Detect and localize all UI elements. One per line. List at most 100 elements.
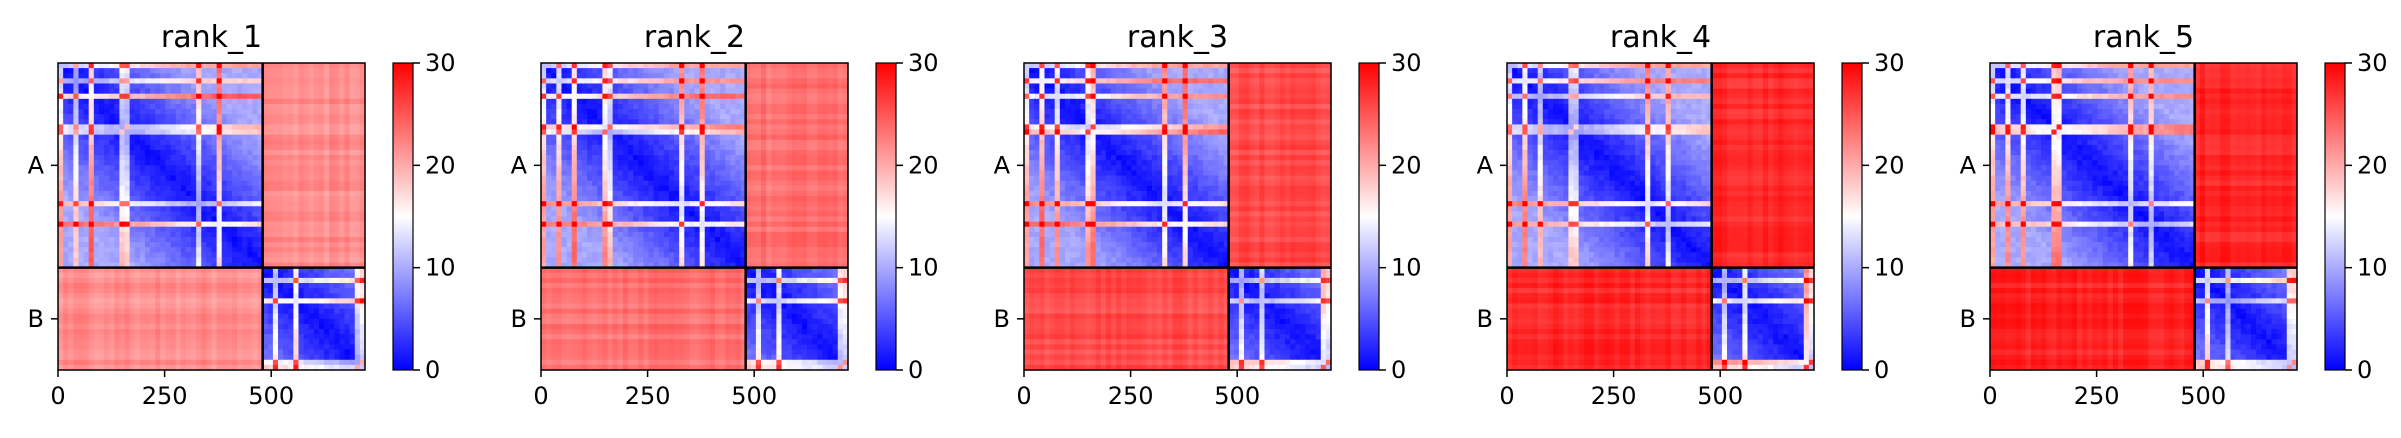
heatmap-cell: [125, 360, 131, 366]
heatmap-cell: [104, 99, 110, 105]
heatmap-cell: [293, 293, 299, 299]
heatmap-cell: [781, 124, 787, 130]
heatmap-cell: [319, 201, 325, 207]
heatmap-cell: [705, 135, 711, 141]
heatmap-cell: [109, 99, 115, 105]
heatmap-cell: [181, 309, 187, 315]
heatmap-cell: [201, 319, 207, 325]
heatmap-cell: [689, 176, 695, 182]
heatmap-cell: [345, 350, 351, 356]
heatmap-cell: [781, 94, 787, 100]
heatmap-cell: [99, 309, 105, 315]
heatmap-cell: [608, 73, 614, 79]
heatmap-cell: [273, 196, 279, 202]
heatmap-cell: [273, 155, 279, 161]
heatmap-cell: [125, 114, 131, 120]
heatmap-cell: [99, 339, 105, 345]
heatmap-cell: [288, 68, 294, 74]
heatmap-cell: [89, 324, 95, 330]
heatmap-cell: [63, 344, 69, 350]
heatmap-cell: [78, 298, 84, 304]
heatmap-cell: [838, 78, 844, 84]
heatmap-cell: [150, 99, 156, 105]
heatmap-cell: [838, 109, 844, 115]
heatmap-cell: [669, 176, 675, 182]
heatmap-cell: [582, 114, 588, 120]
heatmap-cell: [638, 150, 644, 156]
heatmap-cell: [689, 89, 695, 95]
heatmap-cell: [278, 242, 284, 248]
heatmap-cell: [828, 114, 834, 120]
heatmap-cell: [78, 283, 84, 289]
heatmap-cell: [237, 145, 243, 151]
heatmap-cell: [68, 140, 74, 146]
heatmap-cell: [355, 119, 361, 125]
heatmap-cell: [577, 63, 583, 69]
heatmap-cell: [314, 344, 320, 350]
heatmap-cell: [191, 73, 197, 79]
heatmap-cell: [89, 222, 95, 228]
heatmap-cell: [797, 124, 803, 130]
heatmap-cell: [771, 135, 777, 141]
heatmap-cell: [725, 73, 731, 79]
heatmap-cell: [242, 170, 248, 176]
heatmap-cell: [592, 119, 598, 125]
heatmap-cell: [201, 109, 207, 115]
heatmap-cell: [130, 344, 136, 350]
heatmap-cell: [165, 119, 171, 125]
heatmap-cell: [597, 109, 603, 115]
heatmap-cell: [155, 104, 161, 110]
heatmap-cell: [130, 186, 136, 192]
heatmap-cell: [206, 211, 212, 217]
heatmap-cell: [181, 350, 187, 356]
heatmap-cell: [700, 150, 706, 156]
heatmap-cell: [212, 252, 218, 258]
heatmap-cell: [145, 181, 151, 187]
heatmap-cell: [222, 130, 228, 136]
heatmap-cell: [355, 63, 361, 69]
heatmap-cell: [304, 191, 310, 197]
heatmap-cell: [206, 293, 212, 299]
heatmap-cell: [237, 181, 243, 187]
heatmap-cell: [212, 355, 218, 361]
heatmap-cell: [556, 68, 562, 74]
heatmap-cell: [288, 247, 294, 253]
heatmap-cell: [345, 83, 351, 89]
heatmap-cell: [669, 78, 675, 84]
heatmap-cell: [140, 273, 146, 279]
heatmap-cell: [334, 104, 340, 110]
heatmap-cell: [227, 73, 233, 79]
heatmap-cell: [145, 232, 151, 238]
heatmap-cell: [58, 201, 64, 207]
heatmap-cell: [613, 140, 619, 146]
heatmap-cell: [191, 309, 197, 315]
heatmap-cell: [273, 344, 279, 350]
heatmap-cell: [735, 165, 741, 171]
heatmap-cell: [227, 242, 233, 248]
heatmap-cell: [160, 150, 166, 156]
heatmap-cell: [648, 145, 654, 151]
heatmap-cell: [761, 150, 767, 156]
heatmap-cell: [345, 119, 351, 125]
heatmap-cell: [638, 155, 644, 161]
heatmap-cell: [309, 150, 315, 156]
heatmap-cell: [350, 303, 356, 309]
heatmap-cell: [659, 94, 665, 100]
heatmap-cell: [329, 181, 335, 187]
heatmap-cell: [582, 104, 588, 110]
heatmap-cell: [561, 83, 567, 89]
heatmap-cell: [176, 329, 182, 335]
heatmap-cell: [324, 273, 330, 279]
heatmap-cell: [643, 176, 649, 182]
heatmap-cell: [350, 83, 356, 89]
heatmap-cell: [278, 360, 284, 366]
heatmap-cell: [334, 94, 340, 100]
heatmap-cell: [109, 186, 115, 192]
heatmap-cell: [567, 109, 573, 115]
heatmap-cell: [319, 104, 325, 110]
heatmap-cell: [125, 83, 131, 89]
heatmap-cell: [109, 329, 115, 335]
heatmap-cell: [160, 78, 166, 84]
heatmap-cell: [171, 252, 177, 258]
heatmap-cell: [176, 63, 182, 69]
